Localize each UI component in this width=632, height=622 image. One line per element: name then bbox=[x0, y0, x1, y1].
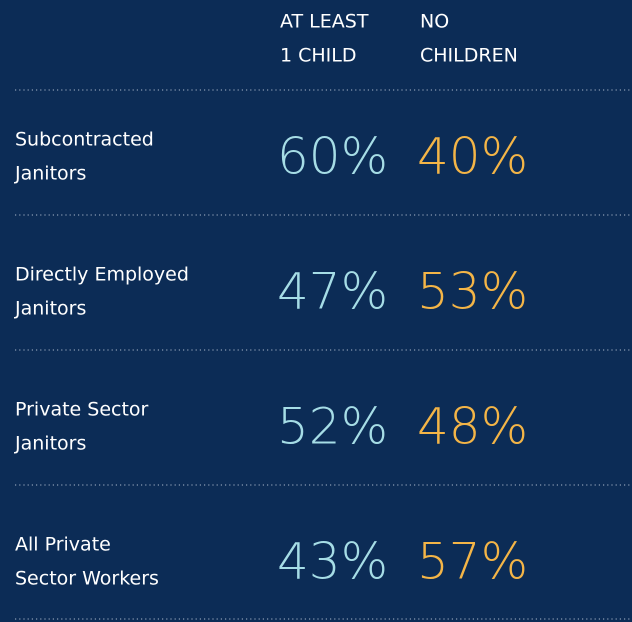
column-header: 1 CHILD bbox=[280, 45, 357, 67]
row-label: Janitors bbox=[14, 433, 86, 455]
row-label: Directly Employed bbox=[15, 264, 189, 286]
percentage: 53% bbox=[417, 263, 528, 321]
row-label: Private Sector bbox=[15, 399, 149, 421]
row-label: All Private bbox=[15, 534, 111, 556]
percentage: 43% bbox=[277, 533, 388, 591]
column-header: AT LEAST bbox=[280, 11, 369, 33]
row-label: Janitors bbox=[14, 298, 86, 320]
row-label: Subcontracted bbox=[15, 129, 154, 151]
percentage: 60% bbox=[277, 128, 388, 186]
row-label: Janitors bbox=[14, 163, 86, 185]
percentage: 48% bbox=[417, 398, 528, 456]
percentage: 47% bbox=[277, 263, 388, 321]
row-label: Sector Workers bbox=[15, 568, 159, 590]
column-header: NO bbox=[420, 11, 449, 33]
percentage: 40% bbox=[417, 128, 528, 186]
column-header: CHILDREN bbox=[420, 45, 518, 67]
percentage: 57% bbox=[417, 533, 528, 591]
percentage: 52% bbox=[277, 398, 388, 456]
